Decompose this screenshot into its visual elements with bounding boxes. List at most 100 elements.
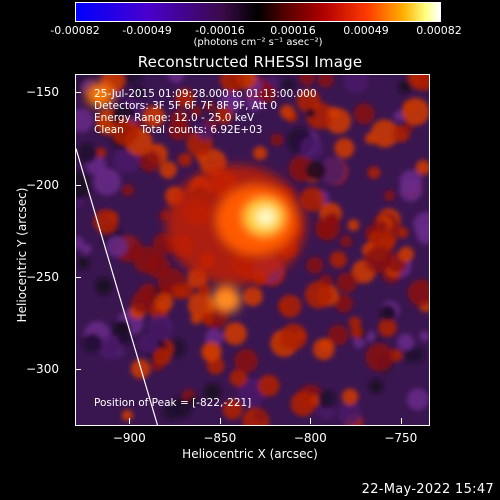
texture-blob — [350, 326, 363, 339]
texture-blob — [365, 343, 394, 372]
colorbar-tick-label: -0.00016 — [195, 24, 245, 37]
colorbar-tick-label: -0.00049 — [122, 24, 172, 37]
texture-blob — [370, 119, 399, 148]
texture-blob — [168, 75, 185, 83]
texture-blob — [154, 293, 174, 312]
texture-blob — [312, 338, 335, 360]
texture-blob — [134, 87, 147, 100]
texture-blob — [365, 331, 377, 342]
texture-blob — [341, 388, 359, 405]
texture-blob — [340, 235, 352, 248]
texture-blob — [305, 160, 326, 181]
x-tick-label: −800 — [293, 431, 327, 445]
texture-blob — [142, 105, 165, 128]
colorbar-tick-label: 0.00016 — [270, 24, 316, 37]
texture-blob — [190, 106, 202, 118]
x-tick-mark — [129, 418, 131, 424]
texture-blob — [299, 75, 315, 86]
texture-blob — [419, 331, 429, 342]
texture-blob — [254, 408, 268, 422]
texture-blob — [153, 347, 171, 366]
chart-title: Reconstructed RHESSI Image — [137, 53, 363, 71]
texture-blob — [223, 322, 247, 346]
texture-blob — [393, 110, 405, 122]
colorbar-tick-label: 0.00049 — [343, 24, 389, 37]
x-tick-mark — [310, 418, 312, 424]
texture-blob — [369, 379, 384, 394]
texture-blob — [93, 168, 121, 196]
texture-blob — [197, 283, 211, 297]
texture-blob — [106, 235, 128, 257]
info-clean: Clean Total counts: 6.92E+03 — [94, 124, 263, 136]
info-detectors: Detectors: 3F 5F 6F 7F 8F 9F, Att 0 — [94, 100, 278, 112]
y-tick-mark — [75, 276, 81, 278]
texture-blob — [329, 251, 347, 269]
texture-blob — [397, 333, 415, 351]
texture-blob — [378, 318, 397, 337]
emission-core — [86, 83, 306, 313]
texture-blob — [398, 246, 414, 262]
texture-blob — [318, 403, 335, 420]
texture-blob — [300, 187, 325, 212]
texture-blob — [317, 75, 334, 88]
texture-blob — [407, 388, 429, 411]
texture-blob — [384, 190, 396, 202]
texture-blob — [215, 106, 233, 125]
colorbar — [75, 2, 441, 22]
x-tick-mark — [400, 418, 402, 424]
texture-blob — [399, 179, 423, 202]
texture-blob — [280, 323, 307, 351]
texture-blob — [168, 118, 190, 141]
texture-blob — [170, 284, 186, 300]
texture-blob — [306, 257, 324, 274]
texture-blob — [76, 142, 98, 164]
info-energy: Energy Range: 12.0 - 25.0 keV — [94, 112, 255, 124]
texture-blob — [403, 122, 414, 133]
texture-blob — [81, 243, 92, 255]
texture-blob — [229, 369, 248, 387]
y-tick-mark — [75, 184, 81, 186]
texture-blob — [118, 330, 133, 346]
x-tick-label: −900 — [112, 431, 146, 445]
timestamp: 22-May-2022 15:47 — [361, 482, 494, 497]
texture-blob — [398, 80, 412, 94]
y-tick-label: −200 — [26, 177, 59, 192]
texture-blob — [364, 132, 376, 145]
texture-blob — [148, 315, 174, 341]
texture-blob — [243, 286, 263, 307]
colorbar-units: (photons cm⁻² s⁻¹ asec⁻²) — [193, 37, 323, 48]
texture-blob — [280, 104, 295, 120]
texture-blob — [76, 171, 91, 200]
texture-blob — [300, 136, 324, 160]
texture-blob — [367, 166, 381, 179]
info-time: 25-Jul-2015 01:09:28.000 to 01:13:00.000 — [94, 88, 317, 100]
texture-blob — [121, 409, 133, 421]
heatmap-image — [76, 75, 429, 425]
texture-blob — [203, 383, 222, 401]
texture-blob — [175, 88, 195, 108]
x-tick-label: −750 — [384, 431, 418, 445]
x-axis-label: Heliocentric X (arcsec) — [182, 447, 318, 461]
texture-blob — [125, 75, 143, 84]
texture-blob — [159, 161, 177, 179]
y-tick-label: −300 — [26, 361, 59, 376]
texture-blob — [290, 391, 316, 417]
colorbar-tick-label: -0.00082 — [50, 24, 100, 37]
texture-blob — [343, 75, 369, 93]
x-tick-mark — [219, 418, 221, 424]
texture-blob — [82, 333, 103, 354]
texture-blob — [257, 84, 276, 103]
y-axis-label: Heliocentric Y (arcsec) — [15, 187, 29, 323]
texture-blob — [326, 212, 340, 226]
texture-blob — [98, 335, 124, 361]
texture-blob — [257, 374, 280, 397]
texture-blob — [409, 75, 425, 85]
texture-blob — [131, 290, 155, 314]
colorbar-tick-label: 0.00082 — [416, 24, 462, 37]
texture-blob — [220, 75, 245, 92]
texture-blob — [334, 294, 353, 313]
texture-blob — [407, 279, 429, 307]
texture-blob — [409, 346, 425, 363]
texture-blob — [188, 292, 215, 319]
y-tick-label: −150 — [26, 85, 59, 100]
